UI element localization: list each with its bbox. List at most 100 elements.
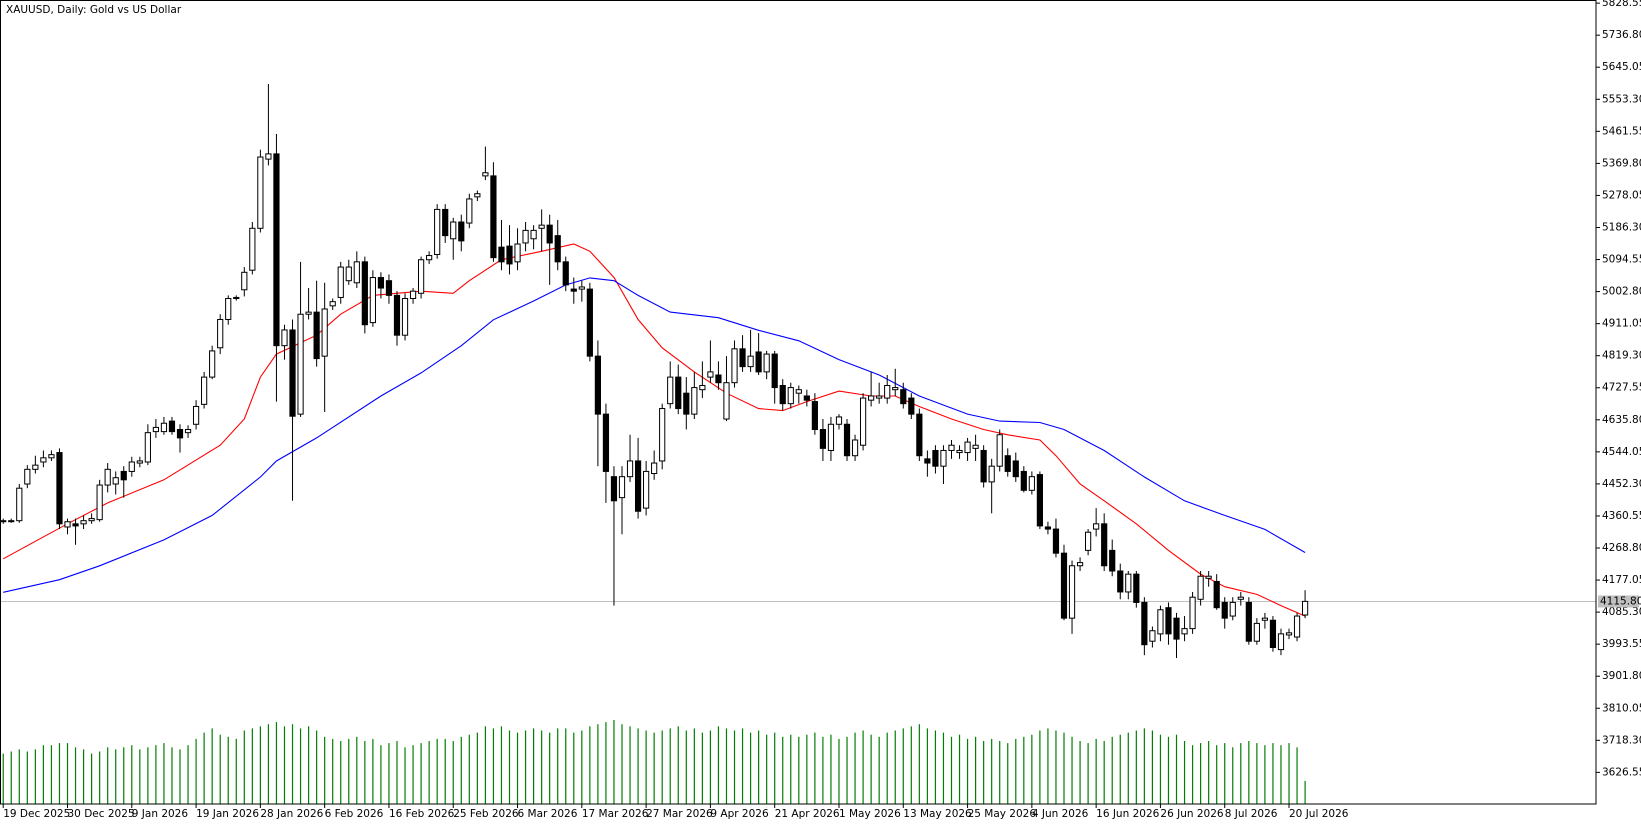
x-tick-label: 19 Dec 2025 [3, 808, 70, 820]
y-tick-label: 5553.30 [1602, 93, 1641, 105]
x-tick-label: 6 Feb 2026 [325, 808, 384, 820]
x-tick-label: 17 Mar 2026 [582, 808, 649, 820]
candle-body [160, 422, 168, 433]
candle-body [1004, 455, 1011, 472]
candle-body [554, 235, 561, 263]
candle-body [747, 355, 754, 368]
y-tick-label: 3810.05 [1602, 702, 1641, 714]
candle-body [1173, 617, 1180, 640]
candle-body [546, 224, 553, 244]
candle-body [1253, 622, 1260, 642]
candle-body [594, 355, 601, 415]
candle-body [506, 245, 513, 265]
candle-body [1109, 549, 1116, 572]
candle-body [201, 376, 208, 405]
candle-body [1245, 601, 1252, 642]
candle-body [466, 198, 473, 224]
candle-body [1277, 633, 1285, 651]
candle-body [634, 460, 642, 512]
candle-body [514, 243, 521, 263]
candle-body [1293, 615, 1301, 638]
candle-body [321, 308, 328, 357]
y-tick-label: 4819.30 [1602, 350, 1641, 362]
candle-body [610, 476, 618, 502]
candle-body [8, 520, 15, 523]
candle-body [434, 208, 441, 255]
candle-body [884, 384, 891, 399]
candle-body [72, 523, 79, 527]
y-tick-label: 3993.55 [1602, 638, 1641, 650]
y-tick-label: 5461.55 [1602, 125, 1641, 137]
y-tick-label: 3901.80 [1602, 670, 1641, 682]
candle-body [667, 376, 674, 405]
x-tick-label: 19 Jan 2026 [196, 808, 259, 820]
candle-body [498, 246, 505, 263]
candle-body [859, 397, 867, 446]
candle-body [144, 432, 151, 463]
candle-body [779, 384, 786, 405]
candle-body [876, 395, 883, 399]
candle-body [562, 261, 569, 286]
plot-border [0, 0, 1597, 805]
candle-body [643, 470, 650, 509]
candle-body [683, 392, 690, 415]
candle-body [417, 259, 425, 294]
candle-body [691, 387, 698, 415]
candle-body [586, 288, 593, 357]
candle-body [755, 351, 762, 373]
candle-body [305, 311, 312, 315]
candle-body [699, 384, 706, 391]
candle-body [570, 288, 577, 292]
candle-body [1189, 596, 1196, 630]
candle-body [908, 397, 915, 415]
candle-body [803, 395, 810, 401]
candle-body [490, 175, 497, 259]
x-tick-label: 28 Jan 2026 [260, 808, 323, 820]
x-tick-label: 9 Apr 2026 [710, 808, 769, 820]
candle-body [1221, 601, 1228, 619]
candle-body [225, 298, 232, 320]
candle-body [1093, 523, 1100, 530]
candle-body [715, 374, 722, 384]
candle-body [948, 444, 955, 451]
y-tick-label: 4452.30 [1602, 478, 1641, 490]
candle-body [1068, 565, 1076, 619]
candle-body [458, 221, 465, 242]
candle-body [442, 208, 449, 237]
candle-body [771, 353, 778, 389]
candle-body [192, 405, 200, 425]
candle-body [811, 401, 818, 431]
candle-body [377, 277, 385, 289]
candle-body [1044, 526, 1052, 530]
candle-body [795, 389, 802, 394]
candle-body [297, 313, 304, 415]
y-tick-label: 4911.05 [1602, 318, 1641, 330]
y-tick-label: 5186.30 [1602, 221, 1641, 233]
candle-body [482, 172, 489, 177]
candle-body [707, 371, 714, 378]
y-tick-label: 5369.80 [1602, 157, 1641, 169]
candle-body [900, 389, 907, 405]
y-tick-label: 5645.05 [1602, 61, 1641, 73]
candle-body [916, 413, 923, 457]
candle-body [835, 416, 843, 425]
candle-body [393, 294, 401, 336]
candle-body [1237, 596, 1244, 600]
y-tick-label: 3626.55 [1602, 766, 1641, 778]
x-tick-label: 25 Feb 2026 [453, 808, 519, 820]
chart-title: XAUUSD, Daily: Gold vs US Dollar [6, 4, 182, 16]
y-tick-label: 3718.30 [1602, 734, 1641, 746]
candle-body [1085, 531, 1092, 551]
candle-body [1229, 601, 1236, 617]
candle-body [868, 395, 875, 401]
candle-body [659, 408, 666, 462]
x-tick-label: 16 Feb 2026 [389, 808, 455, 820]
y-tick-label: 4085.30 [1602, 606, 1641, 618]
candle-body [1076, 562, 1084, 567]
candle-body [1052, 528, 1060, 554]
y-tick-label: 5002.80 [1602, 286, 1641, 298]
candle-body [763, 353, 770, 373]
candle-body [996, 434, 1003, 467]
candle-body [618, 476, 626, 499]
